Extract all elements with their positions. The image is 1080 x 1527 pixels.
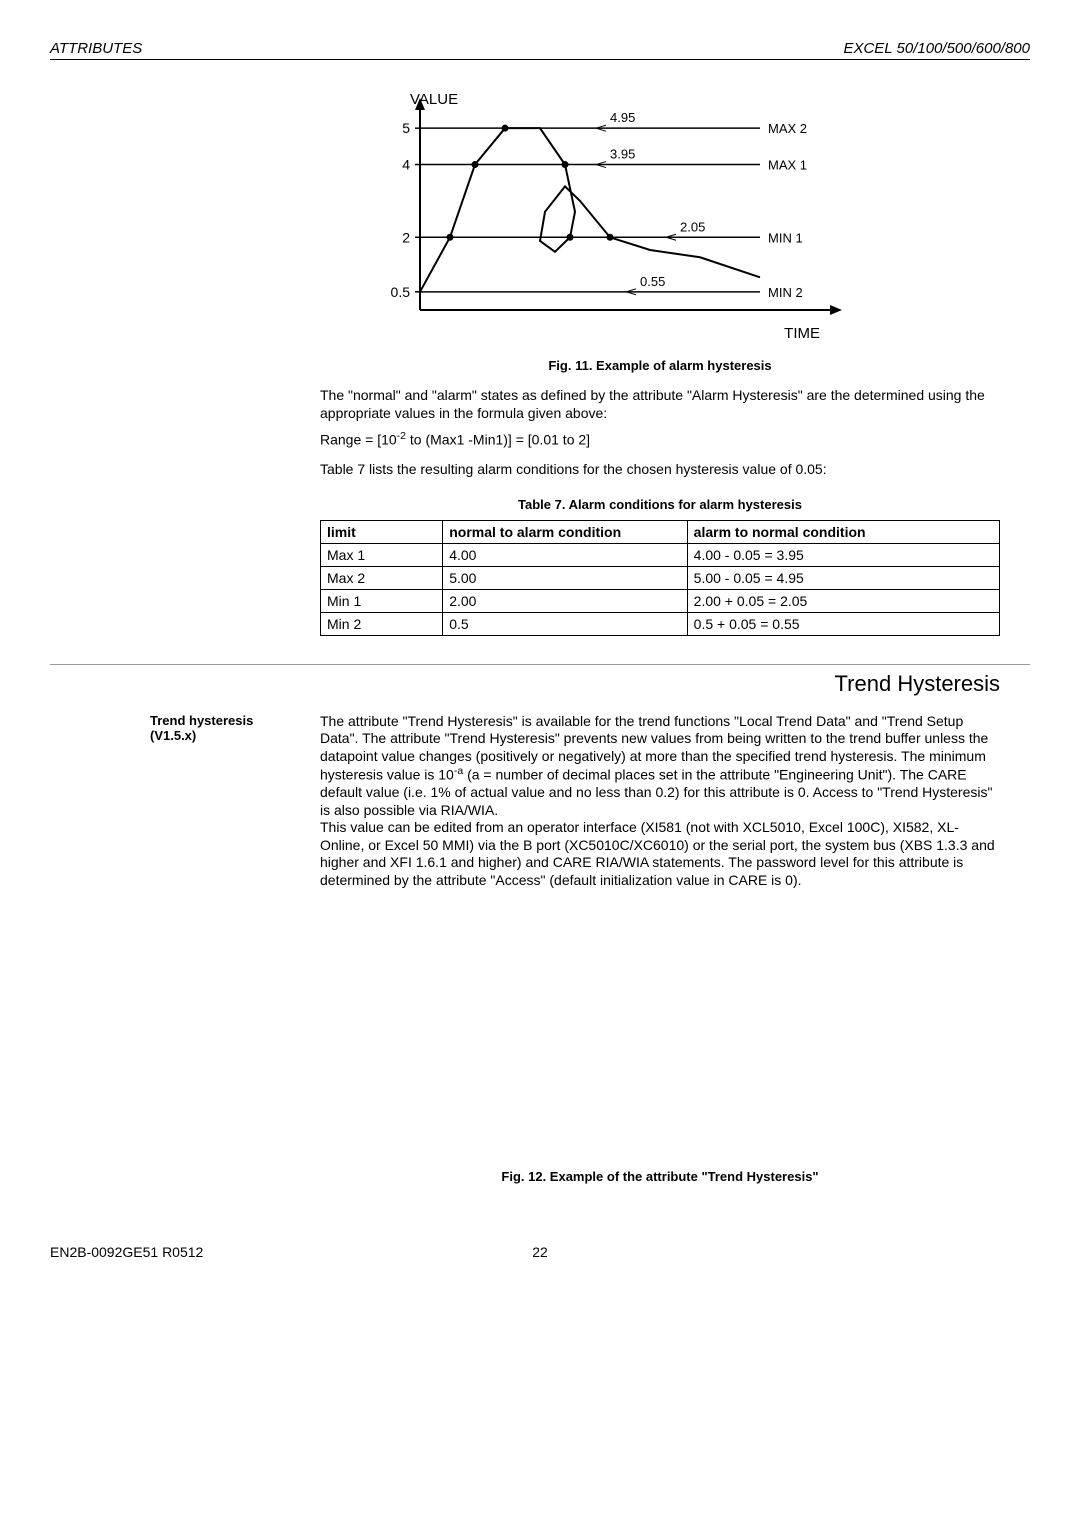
table-cell: 0.5 + 0.05 = 0.55 [687,612,999,635]
table-cell: 5.00 [443,566,687,589]
table-row: Min 20.50.5 + 0.05 = 0.55 [321,612,1000,635]
header-left: ATTRIBUTES [50,40,142,57]
range-suffix: to (Max1 -Min1)] = [0.01 to 2] [406,432,590,448]
svg-text:MAX 2: MAX 2 [768,121,807,136]
alarm-conditions-table: limitnormal to alarm conditionalarm to n… [320,520,1000,636]
range-exponent: -2 [397,430,406,442]
table-cell: Min 1 [321,589,443,612]
trend-p2: This value can be edited from an operato… [320,819,995,888]
svg-text:4.95: 4.95 [610,110,635,125]
section-heading-trend: Trend Hysteresis [50,671,1000,697]
table-cell: 4.00 [443,543,687,566]
svg-text:0.5: 0.5 [391,284,411,300]
table-cell: 0.5 [443,612,687,635]
trend-exponent: -a [454,765,463,777]
footer-docid: EN2B-0092GE51 R0512 [50,1244,203,1260]
paragraph-table-intro: Table 7 lists the resulting alarm condit… [320,461,1000,479]
table-cell: 5.00 - 0.05 = 4.95 [687,566,999,589]
table-header: alarm to normal condition [687,520,999,543]
table-row: Min 12.002.00 + 0.05 = 2.05 [321,589,1000,612]
table-cell: 2.00 [443,589,687,612]
table-cell: Min 2 [321,612,443,635]
table-cell: Max 1 [321,543,443,566]
side-label-trend: Trend hysteresis (V1.5.x) [50,713,320,743]
range-formula: Range = [10-2 to (Max1 -Min1)] = [0.01 t… [320,430,1000,449]
svg-text:5: 5 [402,120,410,136]
svg-text:0.55: 0.55 [640,274,665,289]
figure-12-caption: Fig. 12. Example of the attribute "Trend… [320,1169,1000,1184]
range-prefix: Range = [10 [320,432,397,448]
table-7-caption: Table 7. Alarm conditions for alarm hyst… [320,497,1000,512]
figure-11-caption: Fig. 11. Example of alarm hysteresis [320,358,1000,373]
svg-text:MAX 1: MAX 1 [768,158,807,173]
svg-text:MIN 2: MIN 2 [768,285,803,300]
page-header: ATTRIBUTES EXCEL 50/100/500/600/800 [50,40,1030,60]
paragraph-normal-alarm: The "normal" and "alarm" states as defin… [320,387,1000,422]
svg-text:2: 2 [402,229,410,245]
page-footer: EN2B-0092GE51 R0512 22 [50,1244,1030,1260]
table-row: Max 25.005.00 - 0.05 = 4.95 [321,566,1000,589]
trend-hysteresis-text: The attribute "Trend Hysteresis" is avai… [320,713,1000,890]
table-header: normal to alarm condition [443,520,687,543]
svg-text:MIN 1: MIN 1 [768,230,803,245]
table-cell: 4.00 - 0.05 = 3.95 [687,543,999,566]
table-row: Max 14.004.00 - 0.05 = 3.95 [321,543,1000,566]
svg-text:TIME: TIME [784,325,820,342]
svg-text:4: 4 [402,157,410,173]
table-cell: 2.00 + 0.05 = 2.05 [687,589,999,612]
section-divider [50,664,1030,665]
svg-text:3.95: 3.95 [610,147,635,162]
hysteresis-chart: VALUE TIME 0.5 2 4 5 MAX 2 4.95 MAX 1 3.95 MIN 1 2.… [360,90,1000,350]
footer-page-number: 22 [532,1244,548,1260]
table-cell: Max 2 [321,566,443,589]
header-right: EXCEL 50/100/500/600/800 [843,40,1030,57]
table-header: limit [321,520,443,543]
svg-text:2.05: 2.05 [680,219,705,234]
svg-text:VALUE: VALUE [410,91,458,108]
